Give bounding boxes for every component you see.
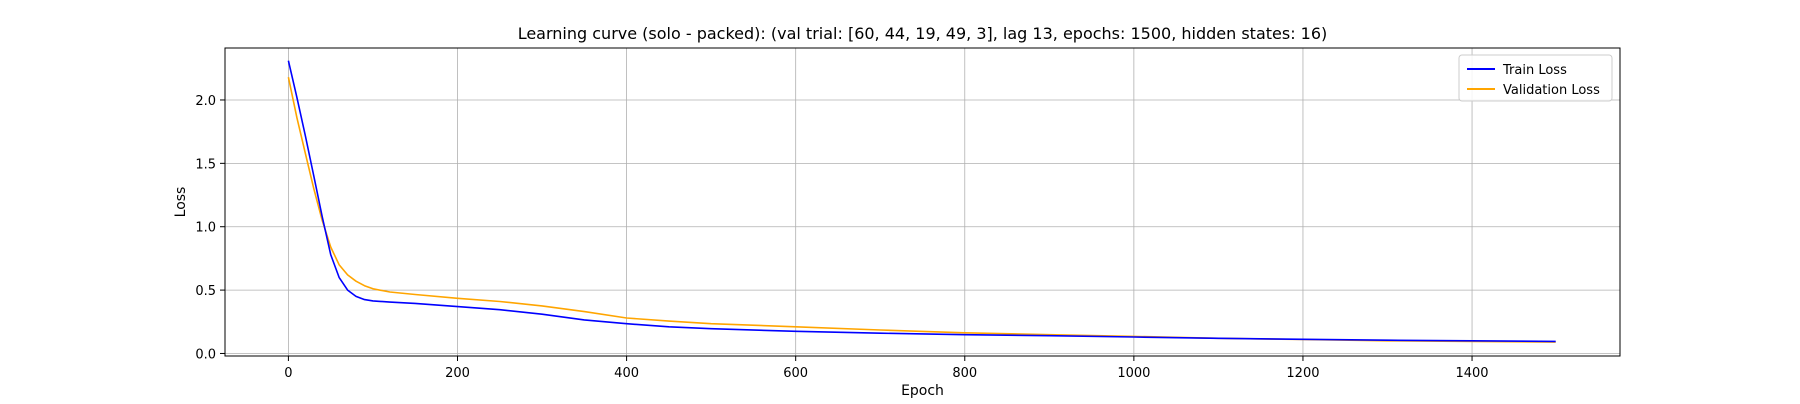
legend-box [1458,54,1613,102]
y-tick-label: 0.0 [195,347,216,362]
ticks: 0 200 400 600 800 1000 1200 1400 0.0 0.5 1.0 1.5 2.0 [195,94,1488,381]
train-loss-line [287,60,1556,343]
plot-frame [224,47,1621,357]
series-lines [287,60,1556,343]
validation-loss-line [287,77,1556,343]
x-tick-label: 1000 [1117,366,1150,381]
x-tick-label: 1200 [1286,366,1319,381]
y-tick-label: 0.5 [195,284,216,299]
x-tick-label: 800 [952,366,977,381]
x-tick-label: 400 [614,366,639,381]
x-tick-label: 0 [284,366,292,381]
validation-loss-legend-label: Validation Loss [1503,83,1600,98]
x-tick-label: 1400 [1455,366,1488,381]
y-axis-label: Loss [173,187,189,218]
x-tick-label: 600 [783,366,808,381]
x-axis-label: Epoch [901,383,944,399]
y-tick-label: 1.0 [195,221,216,236]
chart-title: Learning curve (solo - packed): (val tri… [518,24,1328,43]
grid [225,48,1620,356]
legend: Train Loss Validation Loss [1458,54,1613,102]
y-tick-label: 1.5 [195,157,216,172]
x-tick-label: 200 [445,366,470,381]
y-tick-label: 2.0 [195,94,216,109]
train-loss-legend-label: Train Loss [1502,63,1567,78]
